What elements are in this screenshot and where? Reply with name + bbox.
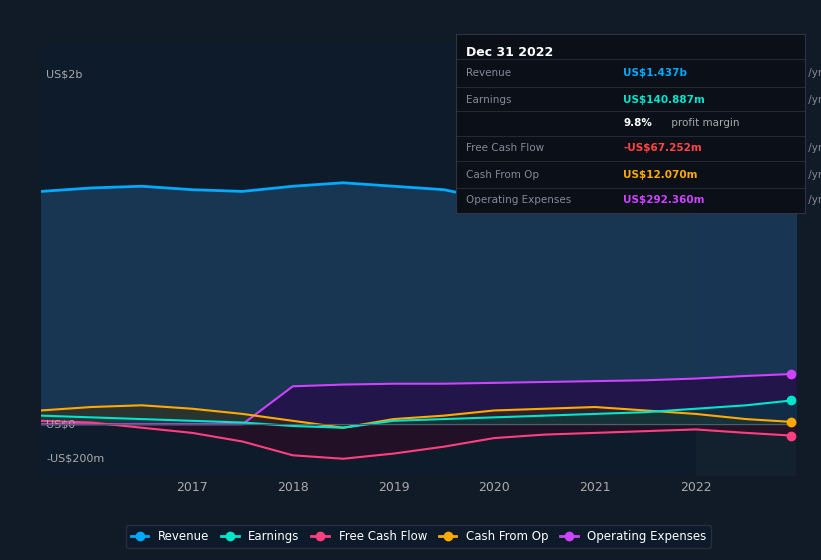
Text: Earnings: Earnings [466,95,511,105]
Text: US$140.887m: US$140.887m [623,95,705,105]
Text: Free Cash Flow: Free Cash Flow [466,143,544,153]
Text: US$2b: US$2b [46,69,82,80]
Text: US$1.437b: US$1.437b [623,68,687,78]
Legend: Revenue, Earnings, Free Cash Flow, Cash From Op, Operating Expenses: Revenue, Earnings, Free Cash Flow, Cash … [126,525,711,548]
Text: /yr: /yr [805,143,821,153]
Text: 9.8%: 9.8% [623,118,652,128]
Text: profit margin: profit margin [668,118,740,128]
Text: US$0: US$0 [46,419,76,430]
Text: Revenue: Revenue [466,68,511,78]
Text: -US$67.252m: -US$67.252m [623,143,702,153]
Text: Operating Expenses: Operating Expenses [466,195,571,206]
Text: /yr: /yr [805,95,821,105]
Text: US$12.070m: US$12.070m [623,170,698,180]
Text: Dec 31 2022: Dec 31 2022 [466,46,553,59]
Text: /yr: /yr [805,68,821,78]
Text: US$292.360m: US$292.360m [623,195,704,206]
Bar [695,45,796,476]
Text: /yr: /yr [805,195,821,206]
Text: -US$200m: -US$200m [46,454,104,464]
Text: Cash From Op: Cash From Op [466,170,539,180]
Text: /yr: /yr [805,170,821,180]
